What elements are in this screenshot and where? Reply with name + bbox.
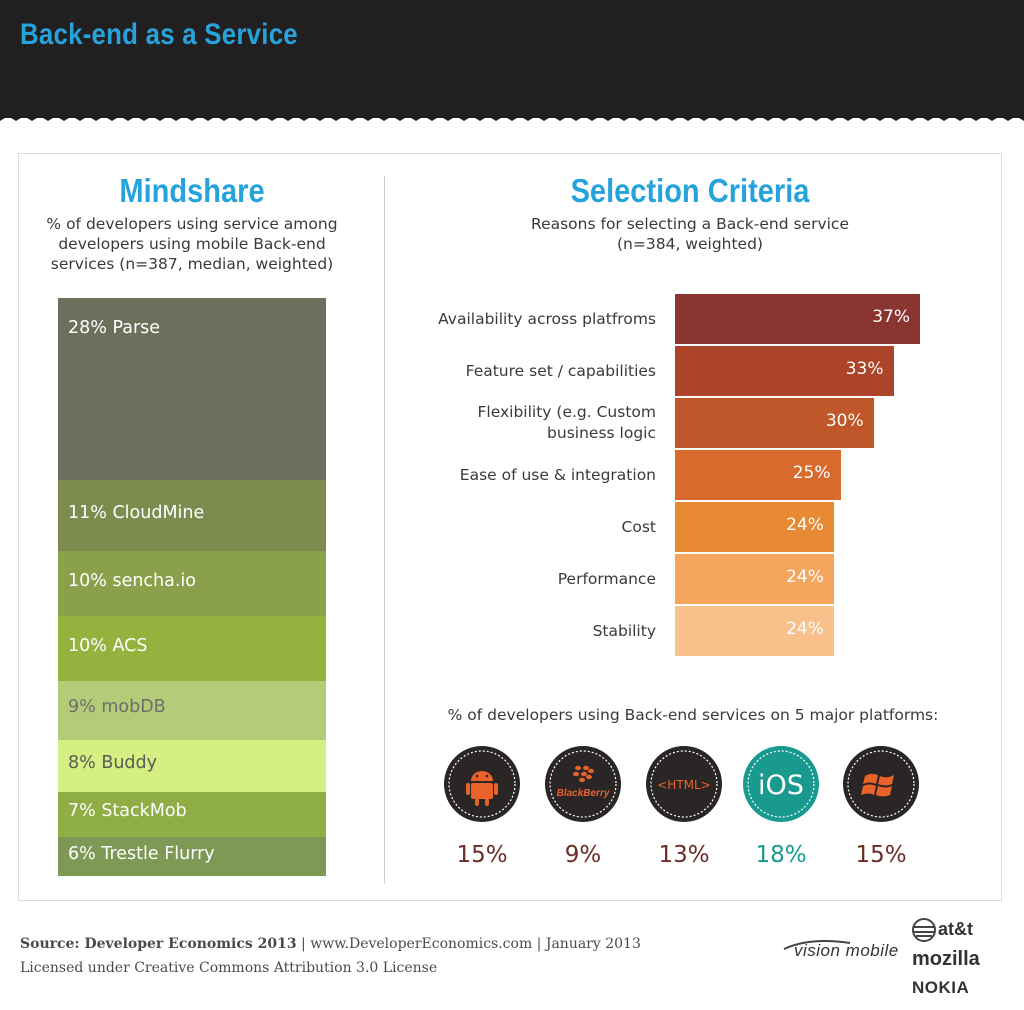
- criteria-bar-value: 24%: [786, 515, 824, 535]
- header-bar: Back-end as a Service: [0, 0, 1024, 118]
- criteria-label: Performance: [557, 569, 656, 588]
- platform-value-android: 15%: [456, 842, 508, 868]
- mindshare-stacked-bar: 28% Parse 11% CloudMine 10% sencha.io 10% A…: [58, 298, 326, 877]
- page-title: Back-end as a Service: [20, 18, 298, 51]
- criteria-bar: 30%: [675, 398, 874, 448]
- footer-source: Source: Developer Economics 2013 | www.D…: [20, 936, 641, 952]
- mindshare-segment-label: 6% Trestle Flurry: [68, 843, 215, 864]
- criteria-bar: 24%: [675, 554, 834, 604]
- criteria-label: Cost: [621, 517, 656, 536]
- criteria-label: Availability across platfroms: [438, 309, 656, 328]
- criteria-bar: 33%: [675, 346, 894, 396]
- html-icon: <HTML>: [646, 746, 722, 822]
- blackberry-icon-text: BlackBerry: [557, 788, 610, 799]
- mindshare-segment: 10% sencha.io: [58, 551, 326, 617]
- mindshare-segment: 6% Trestle Flurry: [58, 837, 326, 877]
- android-icon: [444, 746, 520, 822]
- criteria-bar-value: 30%: [825, 411, 864, 431]
- criteria-bar: 24%: [675, 502, 834, 552]
- mindshare-segment: 10% ACS: [58, 616, 326, 682]
- platforms-caption: % of developers using Back-end services …: [447, 706, 939, 724]
- criteria-label: Feature set / capabilities: [465, 361, 656, 380]
- nokia-logo: NOKIA: [912, 978, 970, 997]
- footer-source-bold: Source: Developer Economics 2013: [20, 936, 297, 952]
- criteria-subtitle-line: Reasons for selecting a Back-end service: [531, 215, 849, 233]
- platform-value-windows: 15%: [855, 842, 907, 868]
- section-divider: [384, 176, 385, 884]
- platform-value-html: 13%: [658, 842, 710, 868]
- platform-value-ios: 18%: [755, 842, 807, 868]
- mindshare-segment: 8% Buddy: [58, 739, 326, 793]
- mindshare-title: Mindshare: [119, 172, 265, 209]
- windows-icon: [843, 746, 919, 822]
- att-logo: at&t: [912, 918, 992, 944]
- criteria-bar-value: 24%: [786, 619, 824, 639]
- html-icon-text: <HTML>: [657, 778, 711, 792]
- header-torn-edge: [0, 114, 1024, 121]
- mindshare-segment-label: 9% mobDB: [68, 697, 166, 718]
- mindshare-segment: 11% CloudMine: [58, 479, 326, 552]
- mindshare-subtitle-line: developers using mobile Back-end: [58, 235, 326, 253]
- mindshare-segment: 9% mobDB: [58, 681, 326, 741]
- criteria-bar: 25%: [675, 450, 841, 500]
- att-logo-text: at&t: [938, 919, 973, 939]
- blackberry-icon: BlackBerry: [545, 746, 621, 822]
- mindshare-segment-label: 28% Parse: [68, 318, 161, 338]
- mindshare-segment-label: 10% sencha.io: [68, 570, 197, 591]
- mindshare-segment-label: 7% StackMob: [68, 801, 187, 822]
- mindshare-segment: 7% StackMob: [58, 791, 326, 838]
- mindshare-subtitle-line: services (n=387, median, weighted): [50, 255, 334, 273]
- criteria-label: Flexibility (e.g. Custom business logic: [477, 403, 657, 442]
- footer-license: Licensed under Creative Commons Attribut…: [20, 960, 438, 976]
- footer-source-rest: | www.DeveloperEconomics.com | January 2…: [296, 936, 641, 952]
- mozilla-logo: mozilla: [912, 948, 980, 970]
- visionmobile-logo-text: vision mobile: [794, 941, 899, 960]
- mindshare-segment: 28% Parse: [58, 298, 326, 481]
- visionmobile-logo: vision mobile: [780, 935, 898, 975]
- ios-icon-text: iOS: [758, 770, 804, 801]
- criteria-bar-value: 24%: [786, 567, 824, 587]
- criteria-bar-value: 33%: [845, 359, 884, 379]
- criteria-bar-value: 25%: [792, 463, 831, 483]
- criteria-bar: 24%: [675, 606, 834, 656]
- criteria-title: Selection Criteria: [570, 172, 810, 209]
- criteria-label: Stability: [592, 621, 656, 640]
- criteria-bar-value: 37%: [872, 307, 910, 327]
- mindshare-segment-label: 10% ACS: [68, 635, 148, 656]
- ios-icon: iOS: [743, 746, 819, 822]
- platform-value-blackberry: 9%: [564, 842, 602, 868]
- mindshare-subtitle: % of developers using service among deve…: [26, 214, 358, 274]
- criteria-subtitle: Reasons for selecting a Back-end service…: [460, 214, 920, 254]
- criteria-subtitle-line: (n=384, weighted): [617, 235, 763, 253]
- criteria-bar: 37%: [675, 294, 920, 344]
- mindshare-subtitle-line: % of developers using service among: [46, 215, 338, 233]
- mindshare-segment-label: 8% Buddy: [68, 752, 157, 773]
- mindshare-segment-label: 11% CloudMine: [68, 502, 205, 523]
- criteria-label: Ease of use & integration: [459, 465, 656, 484]
